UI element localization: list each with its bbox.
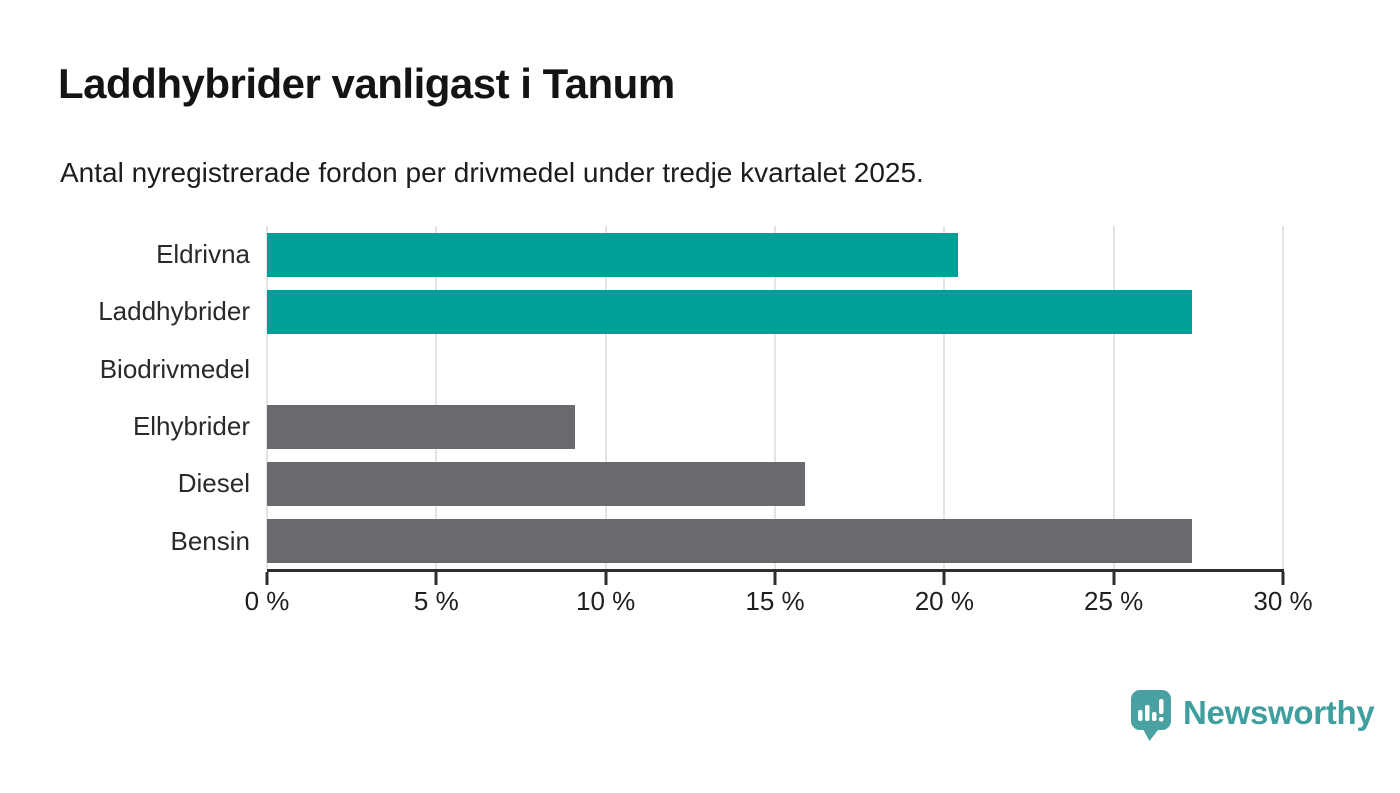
bar-row-eldrivna	[267, 226, 1283, 283]
x-axis-tick-25	[1112, 572, 1116, 585]
x-axis-tick-10	[604, 572, 608, 585]
bar-bensin	[267, 519, 1192, 564]
x-axis-line	[267, 569, 1284, 572]
category-label-laddhybrider: Laddhybrider	[98, 296, 250, 327]
brand-logo: Newsworthy	[1130, 689, 1375, 743]
category-label-bensin: Bensin	[170, 525, 251, 556]
bar-row-laddhybrider	[267, 283, 1283, 340]
x-axis-tick-labels: 0 % 5 % 10 % 15 % 20 % 25 % 30 %	[245, 586, 1313, 616]
x-axis-tick-15	[773, 572, 777, 585]
gridline-5	[435, 226, 438, 570]
x-axis-tick-30	[1281, 572, 1285, 585]
bar-elhybrider	[267, 404, 576, 449]
x-axis-tick-20	[942, 572, 946, 585]
gridline-0	[266, 226, 268, 570]
x-axis-tick-label-0: 0 %	[244, 586, 290, 616]
brand-name: Newsworthy	[1183, 694, 1375, 731]
bar-laddhybrider	[267, 289, 1192, 334]
x-axis-tick-label-10: 10 %	[576, 586, 636, 616]
gridline-30	[1282, 226, 1284, 570]
x-axis-tick-label-30: 30 %	[1253, 586, 1313, 616]
x-axis-tick-5	[434, 572, 438, 585]
gridline-25	[1112, 226, 1115, 570]
x-axis-tick-0	[265, 572, 269, 585]
category-label-elhybrider: Elhybrider	[132, 411, 250, 442]
bar-row-elhybrider	[267, 398, 1283, 455]
category-label-eldrivna: Eldrivna	[156, 239, 250, 270]
bar-diesel	[267, 461, 806, 506]
bar-rows	[267, 226, 1283, 570]
x-axis-tick-label-20: 20 %	[914, 586, 974, 616]
x-axis-tick-label-25: 25 %	[1084, 586, 1144, 616]
category-label-biodrivmedel: Biodrivmedel	[99, 353, 250, 384]
x-axis-ticks	[265, 572, 1285, 586]
category-axis-labels: Eldrivna Laddhybrider Biodrivmedel Elhybrid…	[0, 226, 250, 570]
bar-row-diesel	[267, 455, 1283, 512]
newsworthy-chart-bubble-icon	[1130, 689, 1172, 743]
x-axis-tick-label-15: 15 %	[745, 586, 805, 616]
gridline-10	[604, 226, 607, 570]
bar-row-bensin	[267, 513, 1283, 570]
page-title: Laddhybrider vanligast i Tanum	[58, 60, 675, 107]
gridline-20	[943, 226, 946, 570]
bar-row-biodrivmedel	[267, 341, 1283, 398]
plot-area	[266, 226, 1284, 570]
gridline-15	[774, 226, 776, 570]
chart-subtitle: Antal nyregistrerade fordon per drivmede…	[60, 157, 924, 188]
category-label-diesel: Diesel	[177, 468, 250, 499]
x-axis-tick-label-5: 5 %	[413, 586, 459, 616]
bar-eldrivna	[267, 232, 958, 277]
